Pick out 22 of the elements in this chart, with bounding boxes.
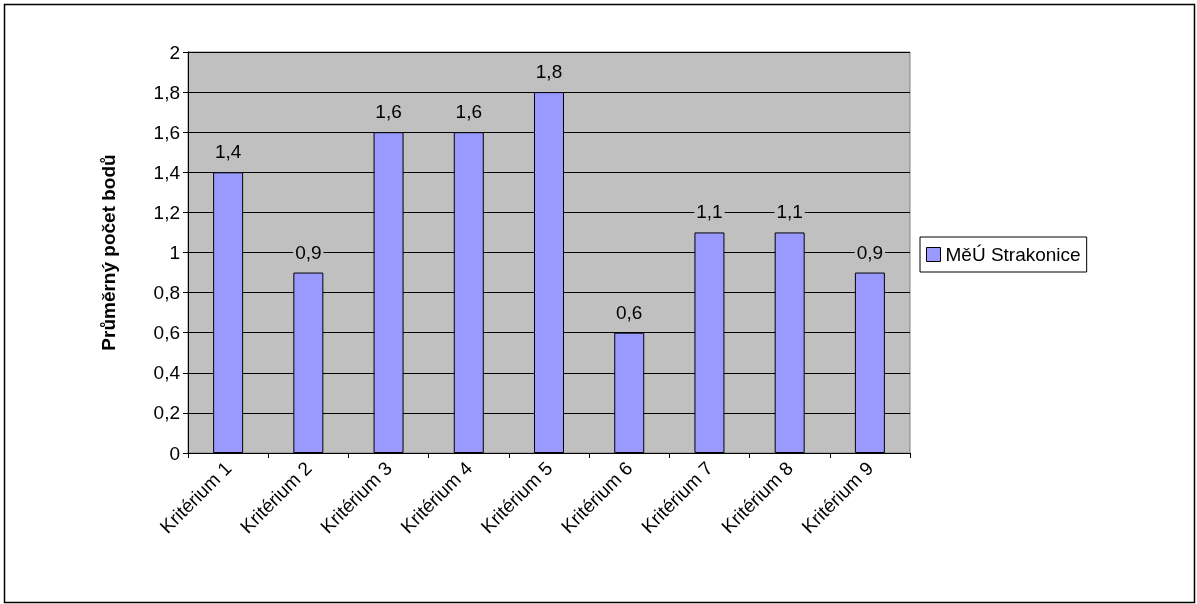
y-tick-label: 0	[169, 442, 180, 464]
data-label: 1,4	[214, 141, 242, 163]
y-tick-label: 2	[169, 41, 180, 63]
data-label: 1,1	[776, 201, 803, 223]
y-tick-label: 1,4	[153, 161, 181, 183]
y-tick-label: 0,2	[153, 402, 180, 424]
data-label: 0,9	[295, 241, 322, 263]
data-label: 1,8	[535, 61, 563, 83]
data-label: 1,6	[375, 101, 402, 123]
y-tick-label: 1,2	[153, 201, 180, 223]
y-tick-label: 1	[169, 242, 180, 263]
data-label: 1,6	[455, 101, 482, 123]
y-tick-label: 0,6	[153, 322, 180, 344]
legend-label: MěÚ Strakonice	[945, 244, 1081, 265]
y-tick-label: 1,6	[153, 121, 180, 143]
y-tick-label: 0,8	[153, 282, 180, 304]
data-label: 0,9	[856, 241, 884, 263]
data-label: 0,6	[616, 301, 643, 323]
y-axis-title: Průměrný počet bodů	[98, 154, 119, 351]
y-tick-label: 1,8	[153, 81, 180, 103]
y-tick-label: 0,4	[153, 362, 181, 384]
data-label: 1,1	[696, 201, 723, 223]
